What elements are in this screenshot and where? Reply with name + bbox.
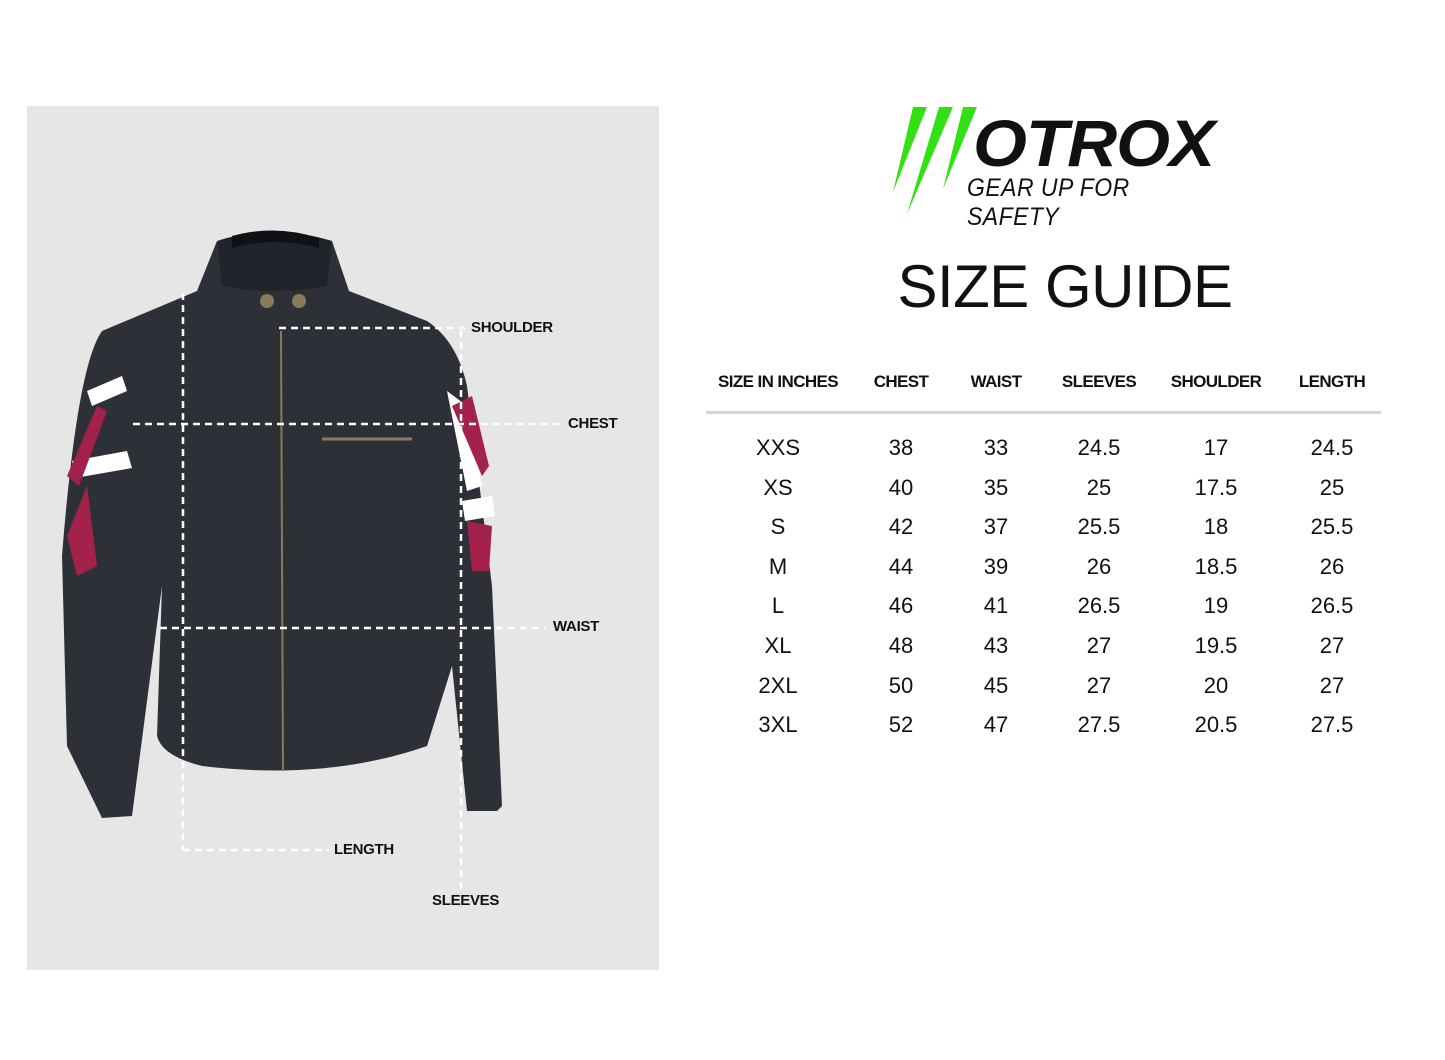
table-cell: 40: [888, 474, 914, 500]
size-cell: S: [770, 514, 786, 540]
table-cell: 26.5: [1310, 593, 1354, 619]
size-cell: 2XL: [758, 672, 798, 698]
table-cell: 17.5: [1194, 474, 1238, 500]
table-cell: 25: [1086, 474, 1112, 500]
measurement-lines: [133, 293, 560, 892]
table-cell: 35: [983, 474, 1009, 500]
table-cell: 20: [1203, 672, 1229, 698]
brand-name: OTROX: [973, 106, 1215, 180]
waist-label: WAIST: [553, 618, 599, 635]
table-cell: 39: [983, 553, 1009, 579]
table-cell: 25.5: [1310, 514, 1354, 540]
table-cell: 18: [1203, 514, 1229, 540]
column-header: WAIST: [970, 372, 1022, 391]
sleeves-label: SLEEVES: [432, 892, 500, 909]
table-cell: 26: [1086, 553, 1112, 579]
table-cell: 52: [888, 712, 914, 738]
table-cell: 33: [983, 435, 1009, 460]
table-cell: 41: [983, 593, 1009, 619]
page-title: SIZE GUIDE: [897, 253, 1233, 320]
claw-marks-icon: [893, 107, 977, 214]
table-cell: 26: [1319, 553, 1345, 579]
shoulder-label: SHOULDER: [471, 319, 553, 336]
table-cell: 38: [888, 435, 914, 460]
table-cell: 26.5: [1077, 593, 1121, 619]
table-cell: 46: [888, 593, 914, 619]
table-cell: 27: [1319, 633, 1345, 658]
table-cell: 24.5: [1310, 435, 1354, 460]
otrox-logo: OTROX GEAR UP FOR SAFETY: [885, 104, 1225, 231]
table-cell: 50: [888, 672, 914, 698]
brand-tagline: GEAR UP FOR SAFETY: [967, 174, 1130, 231]
table-cell: 48: [888, 633, 914, 658]
table-cell: 47: [983, 712, 1009, 738]
size-cell: L: [771, 593, 785, 619]
table-cell: 19.5: [1194, 633, 1238, 658]
size-cell: 3XL: [758, 712, 798, 738]
table-cell: 44: [888, 553, 914, 579]
table-cell: 20.5: [1194, 712, 1238, 738]
table-cell: 27.5: [1310, 712, 1354, 738]
table-cell: 37: [983, 514, 1009, 540]
table-cell: 19: [1203, 593, 1229, 619]
table-cell: 25: [1319, 474, 1345, 500]
table-cell: 43: [983, 633, 1009, 658]
table-cell: 25.5: [1077, 514, 1121, 540]
column-header: SLEEVES: [1061, 372, 1137, 391]
size-cell: XS: [763, 474, 793, 500]
table-cell: 17: [1203, 435, 1229, 460]
size-cell: M: [768, 553, 788, 579]
table-cell: 45: [983, 672, 1009, 698]
jacket-illustration: [62, 230, 560, 892]
column-header: SHOULDER: [1170, 372, 1262, 391]
header-divider: [706, 411, 1381, 414]
column-header: CHEST: [873, 372, 929, 391]
chest-label: CHEST: [568, 415, 618, 432]
length-label: LENGTH: [334, 841, 394, 858]
size-cell: XXS: [755, 435, 801, 460]
table-cell: 27: [1319, 672, 1345, 698]
column-header: SIZE IN INCHES: [717, 372, 839, 391]
column-header: LENGTH: [1298, 372, 1366, 391]
size-cell: XL: [764, 633, 792, 658]
table-cell: 24.5: [1077, 435, 1121, 460]
table-cell: 27: [1086, 672, 1112, 698]
table-cell: 42: [888, 514, 914, 540]
table-cell: 18.5: [1194, 553, 1238, 579]
jacket-measurement-panel: SHOULDER CHEST WAIST LENGTH SLEEVES: [27, 106, 659, 970]
table-cell: 27: [1086, 633, 1112, 658]
table-cell: 27.5: [1077, 712, 1121, 738]
